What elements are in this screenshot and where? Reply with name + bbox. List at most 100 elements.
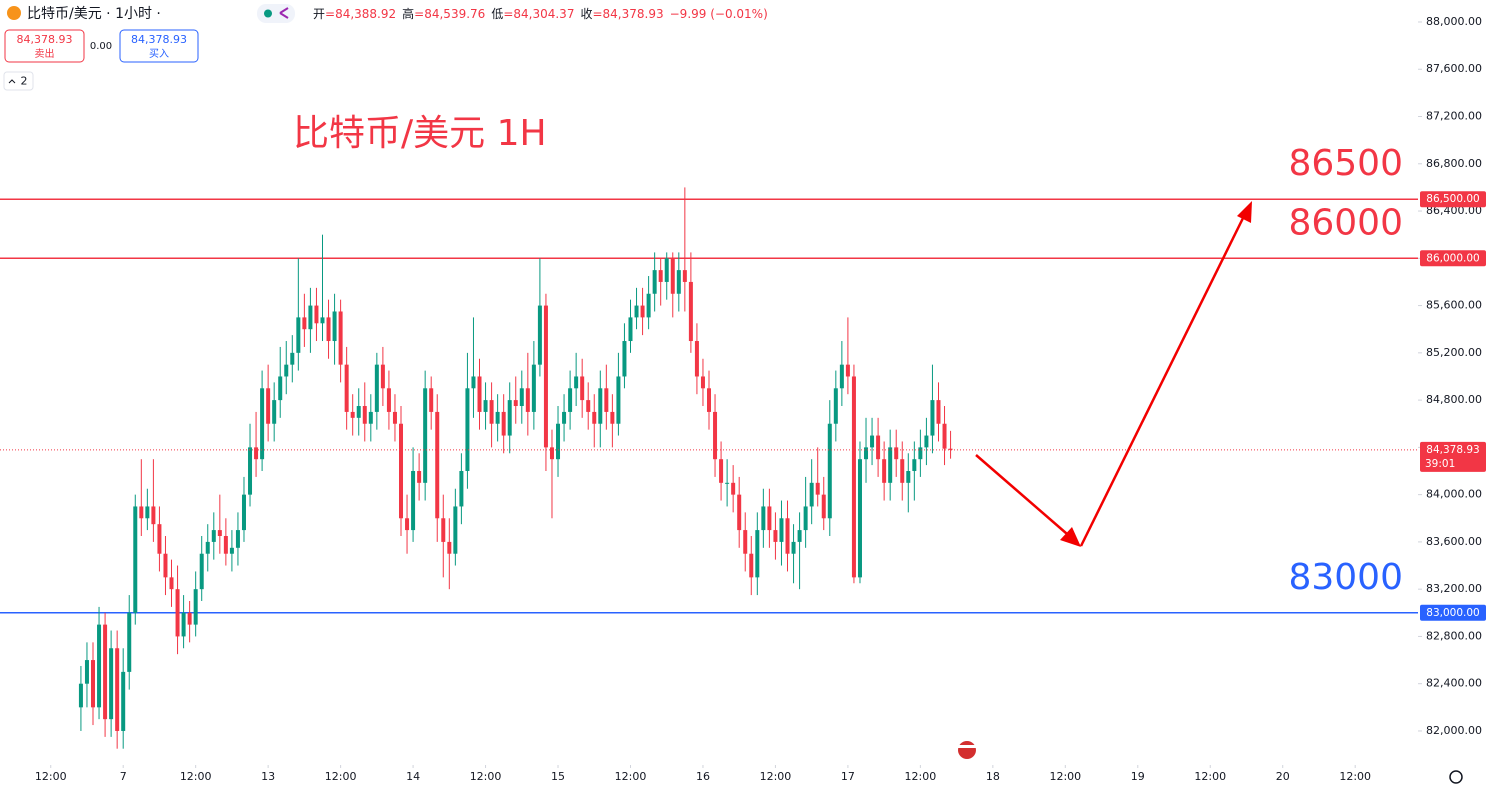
y-tick-label: 83,200.00	[1426, 582, 1482, 595]
visibility-toggle[interactable]	[257, 4, 295, 23]
candle-body	[145, 506, 150, 519]
candle-body	[749, 553, 754, 578]
candle-body	[525, 388, 530, 412]
candle-body	[767, 506, 772, 531]
arrow-down	[975, 454, 1075, 541]
buy-button[interactable]	[119, 29, 199, 63]
toggle-dot	[264, 9, 272, 18]
last-price-label: 84,378.93	[1426, 444, 1479, 456]
candle-body	[417, 471, 422, 483]
arrow-up	[1079, 211, 1248, 547]
candle-body	[169, 577, 174, 590]
candle-body	[260, 388, 265, 460]
x-tick-label: 12:00	[1339, 770, 1371, 783]
candle-body	[133, 506, 138, 613]
x-tick-label: 12:00	[35, 770, 67, 783]
x-tick-label: 14	[406, 770, 420, 783]
candle-body	[785, 518, 790, 554]
buy-price: 84,378.93	[131, 33, 187, 46]
y-tick-label: 83,600.00	[1426, 535, 1482, 548]
countdown: 39:01	[1425, 458, 1455, 470]
candle-body	[175, 589, 180, 637]
candle-body	[157, 524, 162, 554]
candle-body	[229, 547, 234, 554]
candle-body	[707, 388, 711, 412]
candle-body	[743, 530, 748, 554]
arrowhead	[1060, 527, 1081, 547]
candle-body	[556, 423, 561, 460]
candle-body	[217, 530, 222, 536]
candle-body	[670, 258, 675, 294]
symbol[interactable]: 比特币/美元 · 1小时 ·	[27, 6, 161, 22]
y-tick-label: 82,800.00	[1426, 629, 1482, 642]
candle-body	[374, 364, 379, 412]
candle-body	[320, 317, 325, 324]
candle-body	[471, 376, 476, 389]
candle-body	[308, 305, 313, 330]
candle-body	[91, 660, 96, 708]
ohlc-key: 开	[313, 7, 325, 21]
flag-stripe	[958, 745, 976, 748]
candle-body	[314, 305, 319, 324]
candle-body	[447, 541, 452, 554]
candle-body	[278, 376, 283, 401]
candle-body	[429, 388, 434, 412]
candle-body	[918, 447, 923, 460]
axes: 82,000.00 82,400.00 82,800.00 83,200.00 83,6…	[35, 15, 1482, 783]
indicator-count: 2	[21, 75, 28, 88]
candle-body	[906, 471, 911, 483]
x-tick-label: 12:00	[905, 770, 937, 783]
candle-body	[453, 506, 458, 554]
candle-body	[658, 270, 663, 282]
candle-body	[362, 406, 367, 424]
event-flag[interactable]	[958, 741, 976, 759]
candle-body	[350, 411, 355, 418]
settings-icon[interactable]	[1449, 770, 1463, 784]
candle-body	[688, 281, 693, 342]
candle-body	[344, 364, 349, 412]
candle-body	[803, 506, 808, 531]
level-tag-label: 86,500.00	[1426, 193, 1479, 205]
candle-body	[876, 435, 881, 460]
candle-body	[290, 352, 295, 365]
candle-body	[489, 400, 494, 424]
y-tick-label: 85,200.00	[1426, 346, 1482, 359]
candle-body	[719, 459, 724, 483]
y-tick-label: 87,200.00	[1426, 110, 1482, 123]
candle-body	[857, 459, 862, 578]
candle-body	[531, 364, 536, 412]
sell-button[interactable]	[4, 29, 85, 63]
candle-body	[797, 530, 802, 542]
candle-body	[791, 541, 796, 554]
x-tick-label: 16	[696, 770, 710, 783]
candle-body	[912, 459, 917, 472]
candle-body	[127, 612, 132, 672]
candle-body	[193, 589, 198, 625]
candle-body	[592, 411, 597, 424]
ohlc-value: =84,378.93	[592, 7, 663, 21]
candle-body	[930, 400, 935, 436]
candle-body	[507, 400, 512, 436]
ohlc-key: 高	[402, 6, 414, 21]
candle-body	[700, 376, 705, 389]
ohlc-key: 低	[491, 7, 503, 21]
ohlc-key: 收	[580, 7, 592, 21]
candle-body	[272, 400, 277, 424]
y-tick-label: 82,400.00	[1426, 677, 1482, 690]
candle-body	[411, 471, 416, 531]
candle-body	[936, 400, 941, 424]
indicator-toggle[interactable]	[3, 71, 34, 91]
candle-body	[302, 317, 307, 330]
ohlc-header: 开=84,388.92 高=84,539.76 低=84,304.37 收=84,37…	[313, 6, 768, 21]
candle-body	[610, 411, 615, 424]
coin-icon	[7, 6, 21, 20]
candle-body	[815, 482, 820, 495]
candle-body	[894, 447, 899, 460]
x-tick-label: 12:00	[325, 770, 357, 783]
candle-body	[513, 400, 518, 407]
candle-body	[326, 317, 331, 342]
candle-body	[392, 411, 397, 424]
level-tag	[1420, 250, 1486, 267]
candle-body	[78, 683, 83, 708]
